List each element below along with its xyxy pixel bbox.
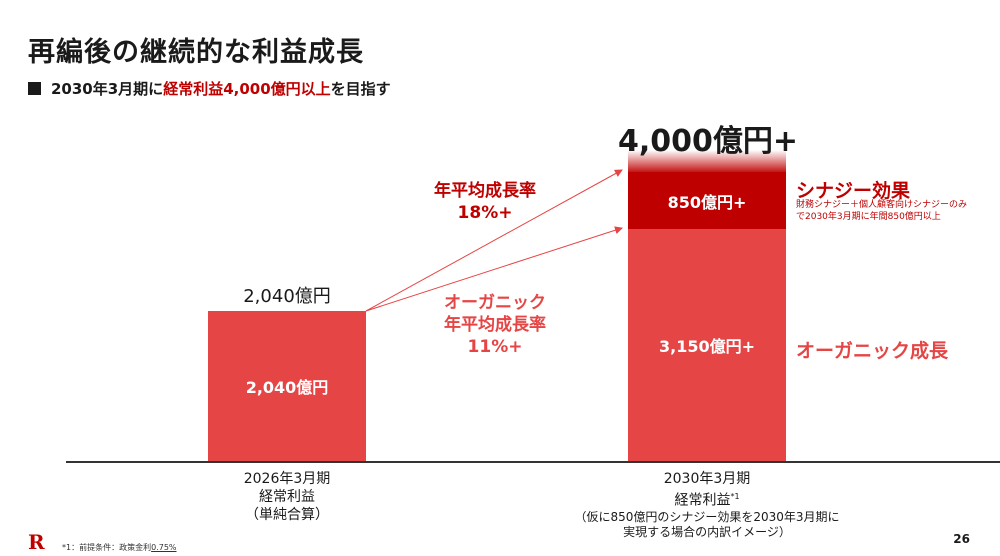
x-2026-line1: 2026年3月期 — [243, 471, 331, 487]
x-2030-line1: 2030年3月期 — [663, 471, 751, 487]
bar-2030-top-label: 4,000億円+ — [617, 124, 799, 159]
subtitle-suffix: を目指す — [330, 80, 391, 98]
x-2030-line2: 経常利益 — [674, 492, 731, 509]
bar-2026-value: 2,040億円 — [245, 378, 329, 397]
synergy-note-line2: で2030年3月期に年間850億円以上 — [796, 212, 941, 222]
bar-synergy-value: 850億円+ — [667, 192, 747, 212]
cagr-organic-label: オーガニック 年平均成長率 11%+ — [420, 292, 570, 358]
organic-title: オーガニック成長 — [796, 340, 949, 362]
subtitle-prefix: 2030年3月期に — [51, 80, 164, 98]
subtitle: 2030年3月期に経常利益4,000億円以上を目指す — [28, 78, 391, 99]
footnote-prefix: *1：前提条件：政策金利 — [62, 543, 152, 552]
bar-2026-top-label: 2,040億円 — [243, 286, 331, 307]
x-2030-footnote-ref: *1 — [730, 492, 740, 501]
bar-organic-value: 3,150億円+ — [658, 337, 756, 356]
page-number: 26 — [953, 532, 970, 546]
x-2026-line2: 経常利益 — [259, 489, 315, 505]
cagr-total-label: 年平均成長率 18%+ — [410, 180, 560, 224]
cagr-organic-line2: 年平均成長率 — [444, 315, 546, 335]
footnote: *1：前提条件：政策金利0.75% — [62, 542, 177, 553]
x-label-2026: 2026年3月期 経常利益 （単純合算） — [187, 470, 387, 524]
bullet-square-icon — [28, 82, 41, 95]
x-axis-line — [66, 461, 1000, 463]
synergy-title: シナジー効果 — [796, 180, 911, 202]
x-2030-note1: （仮に850億円のシナジー効果を2030年3月期に — [574, 509, 840, 524]
x-2026-line3: （単純合算） — [245, 507, 329, 523]
x-2030-note2: 実現する場合の内訳イメージ） — [623, 524, 791, 539]
synergy-note-line1: 財務シナジー＋個人顧客向けシナジーのみ — [796, 200, 968, 210]
x-label-2030: 2030年3月期 経常利益*1 （仮に850億円のシナジー効果を2030年3月期… — [557, 470, 857, 540]
bar-2030-organic: 3,150億円+ — [628, 229, 786, 461]
rakuten-logo: R — [28, 530, 45, 554]
footnote-value: 0.75% — [151, 543, 177, 552]
cagr-organic-arrow — [365, 226, 623, 312]
cagr-total-line2: 18%+ — [457, 203, 513, 223]
cagr-total-arrow — [365, 169, 623, 312]
bar-2030-fade — [628, 150, 786, 174]
cagr-total-line1: 年平均成長率 — [434, 181, 536, 201]
page-title: 再編後の継続的な利益成長 — [28, 37, 364, 68]
bar-2026: 2,040億円 — [208, 311, 366, 461]
subtitle-highlight: 経常利益4,000億円以上 — [163, 80, 331, 98]
bar-2030-synergy: 850億円+ — [628, 172, 786, 229]
cagr-organic-line1: オーガニック — [444, 293, 546, 313]
cagr-organic-line3: 11%+ — [467, 337, 523, 357]
synergy-note: 財務シナジー＋個人顧客向けシナジーのみ で2030年3月期に年間850億円以上 — [796, 199, 1000, 223]
